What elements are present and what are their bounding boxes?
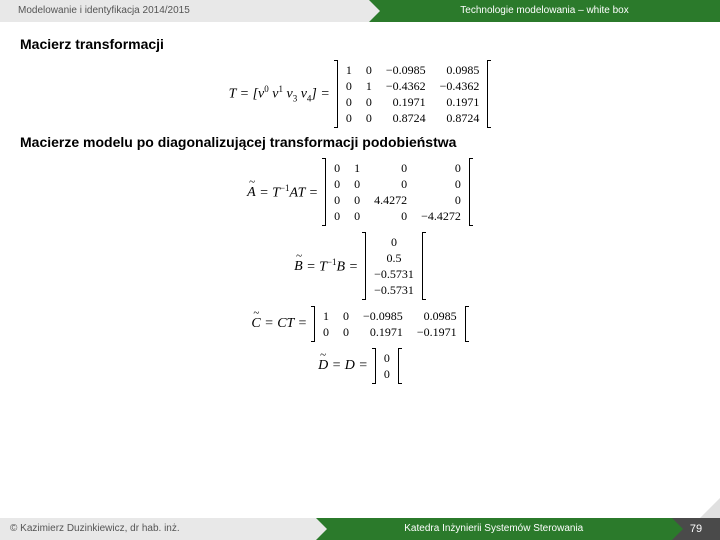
matrix-cell: 1 <box>366 79 372 94</box>
matrix-cell: 0 <box>334 193 340 208</box>
matrix-cell: 0 <box>421 193 461 208</box>
matrix-cell: 0.8724 <box>440 111 480 126</box>
footer-dept: Katedra Inżynierii Systemów Sterowania <box>316 518 672 540</box>
matrix-cell: 4.4272 <box>374 193 407 208</box>
matrix-cell: 0 <box>421 177 461 192</box>
matrix-cell: −0.1971 <box>417 325 457 340</box>
matrix-cell: 1 <box>354 161 360 176</box>
matrix-cell: 0 <box>421 161 461 176</box>
D-matrix: 00 <box>372 348 402 384</box>
C-matrix: 10 −0.0985 0.0985 00 0.1971 −0.1971 <box>311 306 469 342</box>
slide: Modelowanie i identyfikacja 2014/2015 Te… <box>0 0 720 540</box>
matrix-cell: −0.4362 <box>440 79 480 94</box>
footer-author: © Kazimierz Duzinkiewicz, dr hab. inż. <box>0 518 316 540</box>
matrix-cell: 0 <box>384 351 390 366</box>
matrix-cell: 0 <box>354 209 360 224</box>
C-lhs: C = CT = <box>251 316 307 332</box>
matrix-cell: 0 <box>374 235 414 250</box>
matrix-cell: −0.0985 <box>386 63 426 78</box>
A-lhs: A = T−1AT = <box>247 183 318 202</box>
matrix-cell: 0.0985 <box>440 63 480 78</box>
equation-A: A = T−1AT = 01000000004.42720000−4.4272 <box>20 158 700 226</box>
matrix-cell: 0 <box>374 209 407 224</box>
matrix-cell: 0 <box>343 325 349 340</box>
matrix-cell: 0 <box>366 63 372 78</box>
matrix-cell: 0 <box>343 309 349 324</box>
matrix-cell: 0.5 <box>374 251 414 266</box>
matrix-cell: −0.4362 <box>386 79 426 94</box>
matrix-cell: 0 <box>354 177 360 192</box>
matrix-cell: 0 <box>384 367 390 382</box>
D-lhs: D = D = <box>318 358 368 374</box>
matrix-cell: 1 <box>323 309 329 324</box>
B-lhs: B = T−1B = <box>294 257 358 276</box>
matrix-cell: 0.1971 <box>440 95 480 110</box>
matrix-cell: 0 <box>374 177 407 192</box>
matrix-cell: 0 <box>366 111 372 126</box>
matrix-cell: −0.0985 <box>363 309 403 324</box>
matrix-cell: 0 <box>366 95 372 110</box>
header: Modelowanie i identyfikacja 2014/2015 Te… <box>0 0 720 22</box>
matrix-cell: 0 <box>354 193 360 208</box>
chapter-title: Technologie modelowania – white box <box>369 0 720 22</box>
T-lhs: T = [ν0 ν1 ν3 ν4] = <box>229 84 330 103</box>
matrix-cell: 0.1971 <box>386 95 426 110</box>
content: Macierz transformacji T = [ν0 ν1 ν3 ν4] … <box>0 22 720 400</box>
matrix-cell: 0 <box>334 209 340 224</box>
T-matrix: 10−0.09850.098501−0.4362−0.4362000.19710… <box>334 60 492 128</box>
equation-D: D = D = 00 <box>20 348 700 384</box>
footer: © Kazimierz Duzinkiewicz, dr hab. inż. K… <box>0 518 720 540</box>
matrix-cell: 0.1971 <box>363 325 403 340</box>
matrix-cell: 0 <box>374 161 407 176</box>
matrix-cell: 0 <box>323 325 329 340</box>
B-matrix: 00.5−0.5731−0.5731 <box>362 232 426 300</box>
matrix-cell: 0.0985 <box>417 309 457 324</box>
matrix-cell: −4.4272 <box>421 209 461 224</box>
A-matrix: 01000000004.42720000−4.4272 <box>322 158 473 226</box>
matrix-cell: −0.5731 <box>374 267 414 282</box>
equation-B: B = T−1B = 00.5−0.5731−0.5731 <box>20 232 700 300</box>
equation-T: T = [ν0 ν1 ν3 ν4] = 10−0.09850.098501−0.… <box>20 60 700 128</box>
matrix-cell: 0.8724 <box>386 111 426 126</box>
matrix-cell: 0 <box>346 95 352 110</box>
section-title-1: Macierz transformacji <box>20 36 700 52</box>
matrix-cell: −0.5731 <box>374 283 414 298</box>
course-title: Modelowanie i identyfikacja 2014/2015 <box>0 0 369 22</box>
matrix-cell: 1 <box>346 63 352 78</box>
corner-fold-icon <box>700 498 720 518</box>
matrix-cell: 0 <box>346 111 352 126</box>
equation-C: C = CT = 10 −0.0985 0.0985 00 0.1971 −0.1971 <box>20 306 700 342</box>
section-title-2: Macierze modelu po diagonalizującej tran… <box>20 134 700 150</box>
matrix-cell: 0 <box>334 177 340 192</box>
matrix-cell: 0 <box>334 161 340 176</box>
matrix-cell: 0 <box>346 79 352 94</box>
